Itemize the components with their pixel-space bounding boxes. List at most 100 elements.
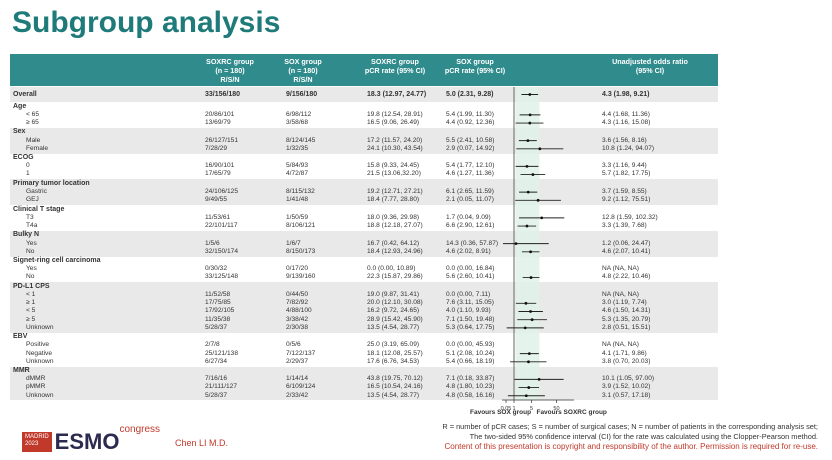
header-text: (95% CI) bbox=[635, 66, 665, 75]
cell-sox-rate: 4.6 (2.02, 8.91) bbox=[446, 247, 491, 255]
table-row: < 65 20/86/101 6/98/112 19.8 (12.54, 28.91)… bbox=[10, 111, 718, 119]
cell-soxrc-rate: 17.2 (11.57, 24.20) bbox=[367, 136, 423, 144]
header-sox-rate: SOX group pCR rate (95% CI) bbox=[430, 57, 520, 75]
subgroup-header: MMR bbox=[10, 367, 718, 375]
subgroup-header: Clinical T stage bbox=[10, 206, 718, 214]
favours-soxrc-label: Favours SOXRC group bbox=[536, 409, 607, 416]
cell-sox: 8/115/132 bbox=[286, 188, 315, 196]
header-text: Unadjusted odds ratio bbox=[612, 57, 688, 66]
cell-sox: 5/84/93 bbox=[286, 162, 308, 170]
cell-or: 3.3 (1.39, 7.68) bbox=[602, 221, 647, 229]
cell-or: NA (NA, NA) bbox=[602, 265, 640, 273]
header-text: SOXRC group bbox=[371, 57, 419, 66]
cell-sox-rate: 5.6 (2.60, 10.41) bbox=[446, 273, 495, 281]
cell-sox-rate: 7.1 (1.50, 19.48) bbox=[446, 315, 495, 323]
cell-soxrc: 16/90/101 bbox=[205, 162, 235, 170]
cell-soxrc: 20/86/101 bbox=[205, 110, 235, 118]
author-name: Chen LI M.D. bbox=[175, 438, 229, 448]
cell-sox-rate: 4.0 (1.10, 9.93) bbox=[446, 307, 491, 315]
cell-or: 4.4 (1.68, 11.36) bbox=[602, 110, 650, 118]
table-row: No 33/125/148 9/139/160 22.3 (15.87, 29.86)… bbox=[10, 273, 718, 281]
footnote-definitions: R = number of pCR cases; S = number of s… bbox=[442, 422, 818, 431]
cell-label: < 1 bbox=[26, 291, 36, 299]
cell-label: pMMR bbox=[26, 383, 46, 391]
cell-sox-rate: 7.6 (3.11, 15.05) bbox=[446, 299, 494, 307]
header-soxrc-rsn: SOXRC group (n = 180) R/S/N bbox=[190, 57, 270, 84]
header-soxrc-rate: SOXRC group pCR rate (95% CI) bbox=[350, 57, 440, 75]
cell-soxrc: 7/28/29 bbox=[205, 144, 227, 152]
cell-label: Unknown bbox=[26, 391, 54, 399]
cell-soxrc-rate: 18.3 (12.97, 24.77) bbox=[367, 91, 427, 98]
cell-label: Female bbox=[26, 144, 48, 152]
cell-sox-rate: 5.4 (1.99, 11.30) bbox=[446, 110, 494, 118]
subgroup-header: PD-L1 CPS bbox=[10, 283, 718, 291]
cell-sox: 2/29/37 bbox=[286, 357, 308, 365]
subgroup-block: PD-L1 CPS < 1 11/52/58 0/44/50 19.0 (9.87, 3… bbox=[10, 282, 718, 333]
subgroup-header: EBV bbox=[10, 333, 718, 341]
cell-label: Unknown bbox=[26, 357, 54, 365]
header-text: SOXRC group bbox=[206, 57, 254, 66]
cell-sox: 2/33/42 bbox=[286, 391, 308, 399]
cell-label: Negative bbox=[26, 349, 53, 357]
cell-or: 10.1 (1.05, 97.00) bbox=[602, 375, 655, 383]
slide-title: Subgroup analysis bbox=[12, 6, 281, 39]
cell-sox: 0/17/20 bbox=[286, 265, 308, 273]
subgroup-block: Bulky N Yes 1/5/6 1/6/7 16.7 (0.42, 64.12) 14… bbox=[10, 230, 718, 257]
cell-label: Bulky N bbox=[13, 231, 40, 239]
table-row: < 1 11/52/58 0/44/50 19.0 (9.87, 31.41) 0.0 … bbox=[10, 291, 718, 299]
cell-sox-rate: 5.4 (1.77, 12.10) bbox=[446, 162, 495, 170]
cell-soxrc-rate: 16.7 (0.42, 64.12) bbox=[367, 239, 420, 247]
cell-or: 4.3 (1.98, 9.21) bbox=[602, 91, 650, 98]
cell-soxrc: 25/121/138 bbox=[205, 349, 239, 357]
cell-sox: 4/88/100 bbox=[286, 307, 312, 315]
cell-or: NA (NA, NA) bbox=[602, 291, 640, 299]
cell-label: T3 bbox=[26, 213, 34, 221]
cell-sox-rate: 14.3 (0.36, 57.87) bbox=[446, 239, 499, 247]
cell-sox: 6/109/124 bbox=[286, 383, 316, 391]
cell-label: Signet-ring cell carcinoma bbox=[13, 257, 101, 265]
table-row: Male 26/127/151 8/124/145 17.2 (11.57, 24.2… bbox=[10, 137, 718, 145]
cell-or: 5.7 (1.82, 17.75) bbox=[602, 170, 651, 178]
cell-soxrc: 0/30/32 bbox=[205, 265, 227, 273]
cell-or: 3.8 (0.70, 20.03) bbox=[602, 357, 651, 365]
cell-soxrc: 33/156/180 bbox=[205, 91, 241, 98]
cell-sox-rate: 2.1 (0.05, 11.07) bbox=[446, 196, 494, 204]
cell-soxrc-rate: 21.5 (13.06,32.20) bbox=[367, 170, 421, 178]
cell-label: EBV bbox=[13, 333, 28, 341]
cell-label: ≥ 5 bbox=[26, 315, 36, 323]
cell-soxrc: 11/52/58 bbox=[205, 291, 231, 299]
cell-sox: 8/150/173 bbox=[286, 247, 316, 255]
cell-label: Positive bbox=[26, 341, 50, 349]
cell-or: 4.8 (2.22, 10.46) bbox=[602, 273, 651, 281]
cell-sox: 2/30/38 bbox=[286, 323, 308, 331]
header-text: SOX group bbox=[284, 57, 322, 66]
cell-soxrc-rate: 19.0 (9.87, 31.41) bbox=[367, 291, 420, 299]
subgroup-header: Age bbox=[10, 103, 718, 111]
cell-or: 10.8 (1.24, 94.07) bbox=[602, 144, 655, 152]
subgroup-block: Primary tumor location Gastric 24/106/125 8… bbox=[10, 179, 718, 205]
cell-sox-rate: 7.1 (0.18, 33.87) bbox=[446, 375, 495, 383]
cell-or: 5.3 (1.35, 20.79) bbox=[602, 315, 651, 323]
subgroup-header: Primary tumor location bbox=[10, 180, 718, 188]
cell-label: Clinical T stage bbox=[13, 205, 65, 213]
subgroup-block: ECOG 0 16/90/101 5/84/93 15.8 (9.33, 24.45) 5… bbox=[10, 154, 718, 180]
cell-or: 3.3 (1.16, 9.44) bbox=[602, 162, 647, 170]
cell-or: 4.6 (1.50, 14.31) bbox=[602, 307, 651, 315]
cell-sox-rate: 0.0 (0.00, 16.84) bbox=[446, 265, 495, 273]
table-row: Unknown 5/28/37 2/33/42 13.5 (4.54, 28.77) 4… bbox=[10, 392, 718, 400]
cell-soxrc: 11/53/61 bbox=[205, 213, 231, 221]
cell-soxrc-rate: 28.9 (15.42, 45.90) bbox=[367, 315, 423, 323]
cell-label: Sex bbox=[13, 128, 26, 136]
table-row: pMMR 21/111/127 6/109/124 16.5 (10.54, 24.1… bbox=[10, 383, 718, 391]
table-row: 0 16/90/101 5/84/93 15.8 (9.33, 24.45) 5.4 (… bbox=[10, 162, 718, 170]
cell-soxrc-rate: 18.4 (12.93, 24.96) bbox=[367, 247, 423, 255]
cell-label: ECOG bbox=[13, 154, 34, 162]
cell-soxrc-rate: 16.5 (9.06, 26.49) bbox=[367, 118, 420, 126]
header-text: (n = 180) bbox=[215, 66, 245, 75]
cell-soxrc-rate: 13.5 (4.54, 28.77) bbox=[367, 391, 420, 399]
table-row: Yes 0/30/32 0/17/20 0.0 (0.00, 10.89) 0.0 (0… bbox=[10, 265, 718, 273]
cell-label: No bbox=[26, 273, 35, 281]
table-row: < 5 17/92/105 4/88/100 16.2 (9.72, 24.65) 4.… bbox=[10, 307, 718, 315]
table-row: Yes 1/5/6 1/6/7 16.7 (0.42, 64.12) 14.3 (0.3… bbox=[10, 240, 718, 248]
cell-sox: 6/98/112 bbox=[286, 110, 312, 118]
